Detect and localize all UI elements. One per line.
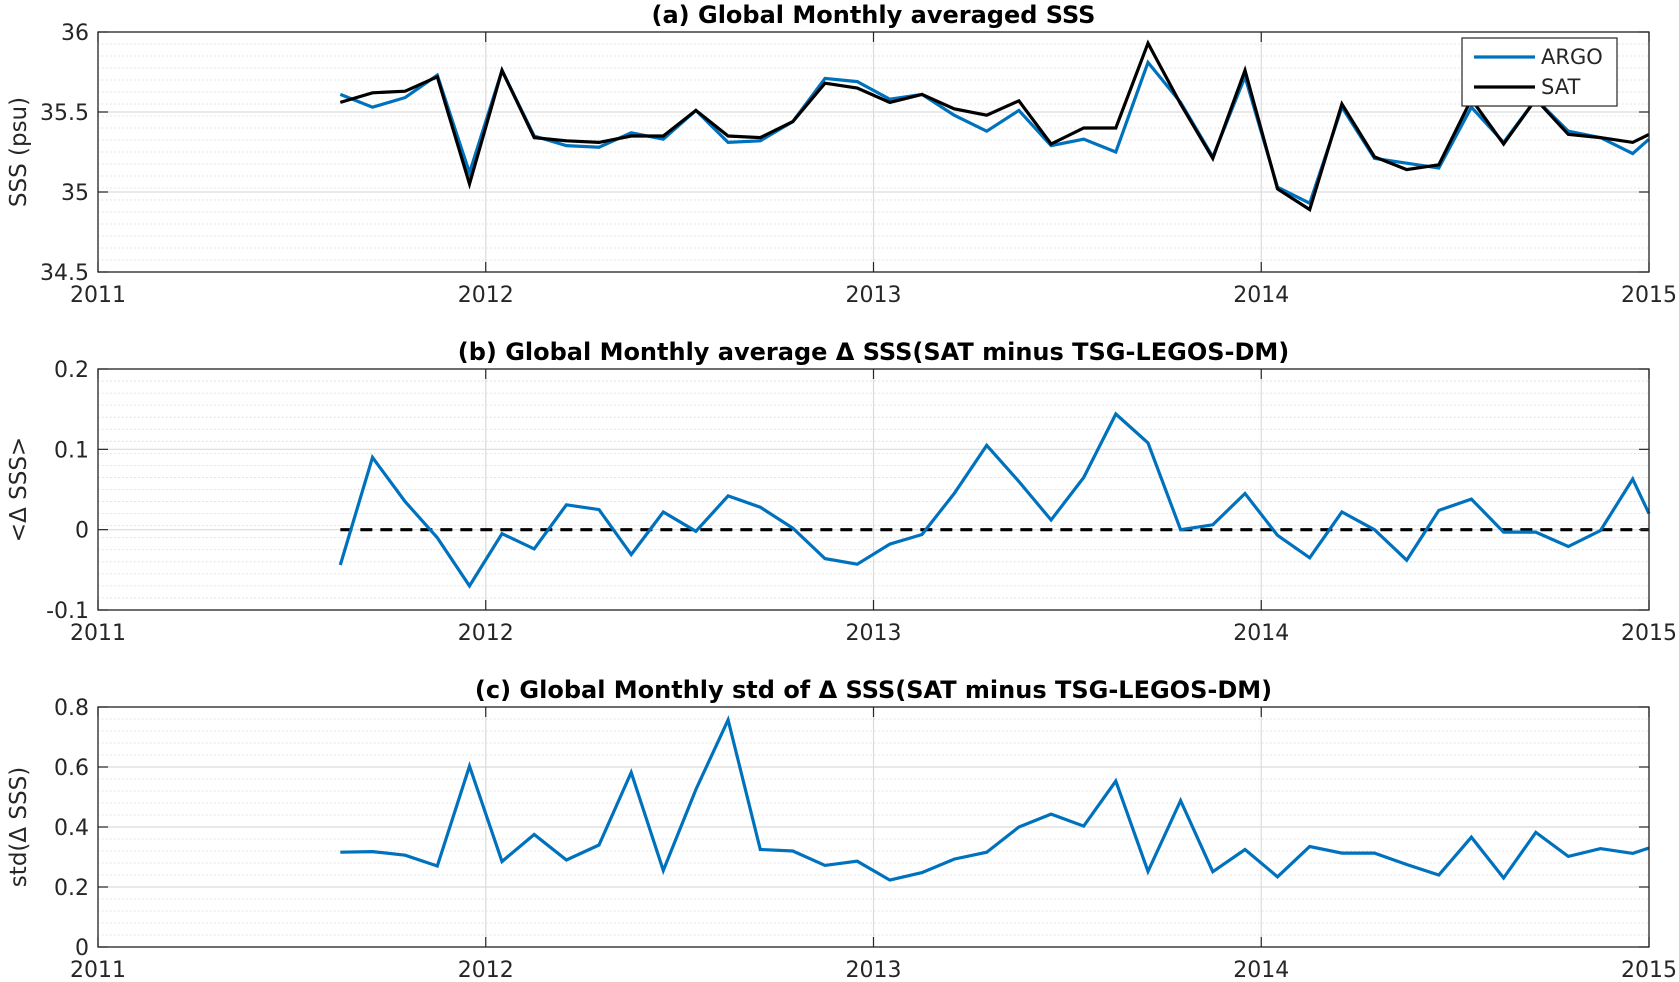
panel-a-x-tick-label: 2013 [846, 283, 902, 308]
panel-b-data-series-line [338, 411, 1651, 589]
panel-b-y-tick-label: -0.1 [46, 599, 89, 624]
panel-c-x-tick-label: 2015 [1621, 958, 1677, 982]
panel-a-legend: ARGO SAT [1461, 37, 1618, 107]
panel-a-tick-labels: 34.5 35 35.5 36 2011 2012 2013 2014 2015 [40, 21, 1677, 308]
panel-c-x-tick-label: 2014 [1233, 958, 1289, 982]
panel-c-std-delta-sss: 0 0.2 0.4 0.6 0.8 2011 2012 2013 2014 2015 (c) Gl… [6, 676, 1677, 982]
panel-b-x-tick-label: 2014 [1233, 621, 1289, 646]
panel-c-tick-labels: 0 0.2 0.4 0.6 0.8 2011 2012 2013 2014 2015 [54, 696, 1677, 982]
panel-a-y-tick-label: 35 [61, 181, 89, 206]
panel-c-x-tick-label: 2012 [458, 958, 514, 982]
panel-a-sss: 34.5 35 35.5 36 2011 2012 2013 2014 2015 (a) Glo… [6, 1, 1677, 308]
panel-c-series [340, 715, 1650, 882]
panel-c-title: (c) Global Monthly std of Δ SSS(SAT minu… [475, 676, 1272, 704]
panel-a-y-tick-label: 34.5 [40, 261, 89, 286]
panel-c-y-tick-label: 0.8 [54, 696, 89, 721]
panel-b-x-tick-label: 2011 [70, 621, 126, 646]
panel-a-x-tick-label: 2011 [70, 283, 126, 308]
panel-a-y-tick-label: 35.5 [40, 101, 89, 126]
legend-box [1461, 37, 1618, 107]
panel-c-y-tick-label: 0.6 [54, 756, 89, 781]
panel-b-y-axis-label: <Δ SSS> [6, 437, 32, 542]
panel-a-y-tick-label: 36 [61, 21, 89, 46]
panel-b-x-tick-label: 2012 [458, 621, 514, 646]
legend-label-sat: SAT [1541, 75, 1580, 99]
panel-c-y-tick-label: 0.4 [54, 816, 89, 841]
panel-b-x-tick-label: 2013 [846, 621, 902, 646]
panel-a-y-axis-label: SSS (psu) [6, 97, 32, 207]
panel-a-series [339, 39, 1651, 213]
panel-c-data-series-line [340, 715, 1650, 882]
panel-b-y-tick-label: 0.1 [54, 438, 89, 463]
panel-b-series [338, 411, 1651, 589]
panel-b-tick-labels: -0.1 0 0.1 0.2 2011 2012 2013 2014 2015 [46, 358, 1677, 646]
panel-a-x-tick-label: 2014 [1233, 283, 1289, 308]
panel-c-y-tick-label: 0.2 [54, 876, 89, 901]
panel-c-x-tick-label: 2013 [846, 958, 902, 982]
panel-b-x-tick-label: 2015 [1621, 621, 1677, 646]
panel-a-x-tick-label: 2012 [458, 283, 514, 308]
panel-b-title: (b) Global Monthly average Δ SSS(SAT min… [458, 338, 1290, 366]
panel-b-y-tick-label: 0.2 [54, 358, 89, 383]
panel-a-argo-series-line [339, 59, 1651, 206]
panel-a-title: (a) Global Monthly averaged SSS [652, 1, 1096, 29]
panel-a-x-tick-label: 2015 [1621, 283, 1677, 308]
panel-b-mean-delta-sss: -0.1 0 0.1 0.2 2011 2012 2013 2014 2015 (b) Glob… [6, 338, 1677, 646]
legend-label-argo: ARGO [1541, 45, 1603, 69]
panel-a-sat-series-line [339, 39, 1650, 213]
panel-c-y-axis-label: std(Δ SSS) [6, 767, 32, 887]
panel-c-y-tick-label: 0 [75, 936, 89, 961]
panel-b-y-tick-label: 0 [75, 519, 89, 544]
panel-c-x-tick-label: 2011 [70, 958, 126, 982]
